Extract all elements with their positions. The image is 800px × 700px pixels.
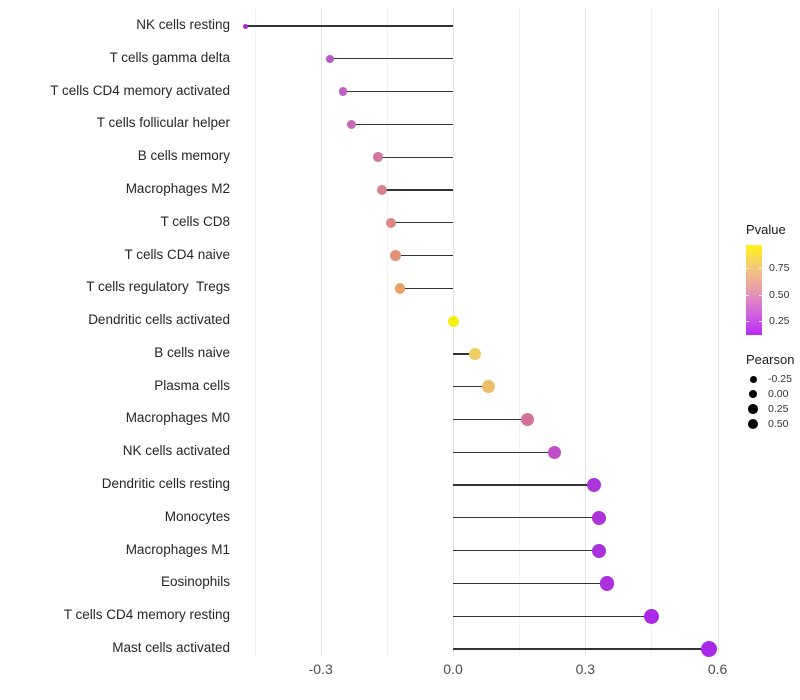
lollipop-dot — [591, 543, 606, 558]
lollipop-dot — [547, 445, 562, 460]
lollipop-stem — [453, 615, 652, 617]
category-label: T cells follicular helper — [96, 115, 230, 131]
category-label: T cells CD8 — [160, 213, 230, 229]
pvalue-tick-mark — [759, 321, 762, 322]
category-label: T cells gamma delta — [109, 49, 230, 65]
pvalue-tick-mark — [759, 268, 762, 269]
lollipop-stem — [351, 123, 453, 126]
lollipop-dot — [386, 217, 397, 228]
lollipop-dot — [377, 184, 388, 195]
gridline-major — [585, 8, 587, 656]
pearson-legend-label: 0.00 — [768, 388, 789, 400]
lollipop-dot — [243, 23, 249, 29]
pvalue-tick-label: 0.75 — [769, 262, 790, 274]
lollipop-stem — [342, 90, 453, 93]
category-label: NK cells activated — [122, 443, 230, 459]
lollipop-dot — [390, 250, 401, 261]
lollipop-stem — [453, 451, 555, 453]
lollipop-stem — [391, 222, 453, 224]
lollipop-stem — [378, 156, 453, 158]
pvalue-tick-mark — [746, 294, 749, 296]
gridline-major — [453, 8, 454, 656]
lollipop-dot — [394, 283, 406, 294]
gridline-minor — [519, 8, 521, 656]
lollipop-dot — [469, 347, 482, 360]
pearson-legend-dot — [748, 404, 758, 414]
category-label: Plasma cells — [154, 377, 230, 393]
lollipop-dot — [643, 608, 659, 624]
pvalue-legend-title: Pvalue — [746, 222, 786, 237]
lollipop-stem — [453, 484, 595, 486]
category-label: T cells CD4 memory activated — [50, 82, 230, 98]
category-label: Macrophages M1 — [125, 541, 230, 557]
pearson-legend-dot — [747, 418, 759, 430]
lollipop-stem — [453, 648, 709, 650]
pearson-legend-title: Pearson — [746, 352, 795, 367]
lollipop-dot — [591, 510, 606, 525]
category-label: Macrophages M2 — [125, 180, 230, 196]
lollipop-stem — [453, 418, 528, 421]
gridline-major — [717, 8, 719, 656]
x-tick-label: -0.3 — [308, 661, 333, 677]
lollipop-dot — [338, 87, 347, 96]
category-label: Macrophages M0 — [125, 410, 230, 426]
lollipop-stem — [453, 549, 599, 552]
lollipop-dot — [447, 315, 459, 327]
pearson-legend-label: 0.25 — [768, 403, 789, 415]
lollipop-stem — [453, 582, 608, 585]
lollipop-dot — [347, 119, 357, 129]
lollipop-stem — [453, 517, 599, 519]
category-label: Dendritic cells resting — [101, 476, 230, 492]
category-label: Dendritic cells activated — [88, 312, 230, 328]
x-tick-label: 0.6 — [707, 661, 728, 677]
lollipop-dot — [700, 641, 717, 657]
pearson-legend-label: -0.25 — [768, 373, 792, 385]
lollipop-stem — [329, 58, 453, 60]
lollipop-dot — [373, 152, 383, 162]
gridline-minor — [386, 8, 388, 656]
pvalue-colorbar — [746, 245, 762, 335]
pearson-legend-label: 0.50 — [768, 418, 789, 430]
category-label: Eosinophils — [160, 574, 230, 590]
pvalue-tick-label: 0.25 — [769, 315, 790, 327]
pvalue-tick-label: 0.50 — [769, 288, 790, 301]
lollipop-stem — [245, 25, 453, 27]
category-label: T cells regulatory Tregs — [86, 279, 230, 295]
category-label: T cells CD4 memory resting — [63, 607, 230, 623]
category-label: B cells naive — [154, 344, 230, 360]
category-label: B cells memory — [137, 148, 230, 164]
category-label: NK cells resting — [136, 17, 230, 32]
lollipop-stem — [395, 254, 453, 257]
lollipop-dot — [600, 576, 615, 591]
pvalue-tick-mark — [746, 268, 749, 269]
category-label: Mast cells activated — [112, 640, 230, 655]
gridline-minor — [254, 8, 256, 656]
lollipop-stem — [453, 386, 489, 388]
lollipop-dot — [482, 380, 495, 393]
lollipop-dot — [325, 54, 334, 63]
pvalue-tick-mark — [759, 294, 762, 296]
gridline-major — [320, 8, 322, 656]
gridline-minor — [651, 8, 653, 656]
pearson-legend-dot — [749, 375, 757, 383]
lollipop-stem — [400, 287, 453, 289]
pvalue-tick-mark — [746, 321, 749, 322]
category-label: Monocytes — [164, 508, 230, 524]
category-label: T cells CD4 naive — [124, 246, 230, 262]
lollipop-dot — [587, 478, 602, 493]
lollipop-stem — [382, 189, 453, 191]
lollipop-dot — [521, 412, 535, 426]
pearson-legend-dot — [749, 390, 757, 398]
lollipop-stem — [453, 353, 476, 355]
x-tick-label: 0.0 — [443, 661, 463, 677]
x-tick-label: 0.3 — [575, 661, 596, 677]
